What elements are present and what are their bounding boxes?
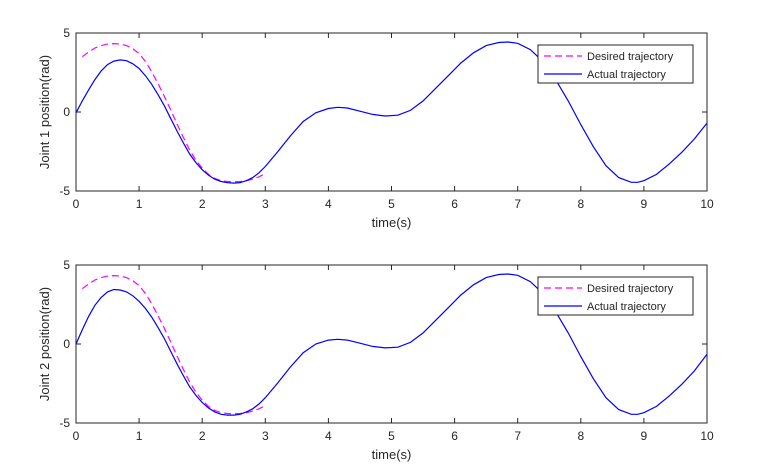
- x-tick-label: 0: [73, 197, 80, 211]
- x-tick-label: 3: [262, 197, 269, 211]
- y-tick-label: 5: [63, 26, 70, 40]
- x-tick-label: 1: [136, 197, 143, 211]
- x-tick-label: 1: [136, 429, 143, 443]
- series-line-desired: [81, 274, 266, 415]
- x-tick-label: 9: [641, 429, 648, 443]
- x-tick-label: 5: [388, 429, 395, 443]
- x-tick-label: 10: [700, 197, 714, 211]
- x-axis-label: time(s): [372, 215, 412, 230]
- legend-box: [537, 276, 694, 316]
- x-tick-label: 3: [262, 429, 269, 443]
- x-tick-label: 7: [514, 429, 521, 443]
- x-tick-label: 6: [451, 429, 458, 443]
- x-tick-label: 2: [199, 429, 206, 443]
- series-line-actual: [75, 273, 708, 416]
- y-axis-label: Joint 2 position(rad): [37, 287, 52, 401]
- y-tick-label: 0: [63, 337, 70, 351]
- legend: Desired trajectory Actual trajectory: [537, 44, 694, 84]
- legend-box: [537, 44, 694, 84]
- x-tick-label: 5: [388, 197, 395, 211]
- y-tick-label: -5: [59, 416, 70, 430]
- legend-label: Desired trajectory: [587, 283, 674, 295]
- x-tick-label: 2: [199, 197, 206, 211]
- legend-label: Actual trajectory: [587, 301, 666, 313]
- y-tick-label: 5: [63, 258, 70, 272]
- x-tick-label: 4: [325, 429, 332, 443]
- y-axis-label: Joint 1 position(rad): [37, 55, 52, 169]
- series-line-actual: [75, 41, 708, 184]
- legend-label: Desired trajectory: [587, 51, 674, 63]
- x-tick-label: 10: [700, 429, 714, 443]
- x-tick-label: 9: [641, 197, 648, 211]
- legend: Desired trajectory Actual trajectory: [537, 276, 694, 316]
- y-tick-label: 0: [63, 105, 70, 119]
- legend-label: Actual trajectory: [587, 69, 666, 81]
- x-tick-label: 0: [73, 429, 80, 443]
- x-tick-label: 8: [577, 429, 584, 443]
- x-tick-label: 7: [514, 197, 521, 211]
- x-tick-label: 4: [325, 197, 332, 211]
- y-tick-label: -5: [59, 184, 70, 198]
- x-tick-label: 6: [451, 197, 458, 211]
- series-line-desired: [81, 42, 266, 183]
- x-axis-label: time(s): [372, 447, 412, 462]
- x-tick-label: 8: [577, 197, 584, 211]
